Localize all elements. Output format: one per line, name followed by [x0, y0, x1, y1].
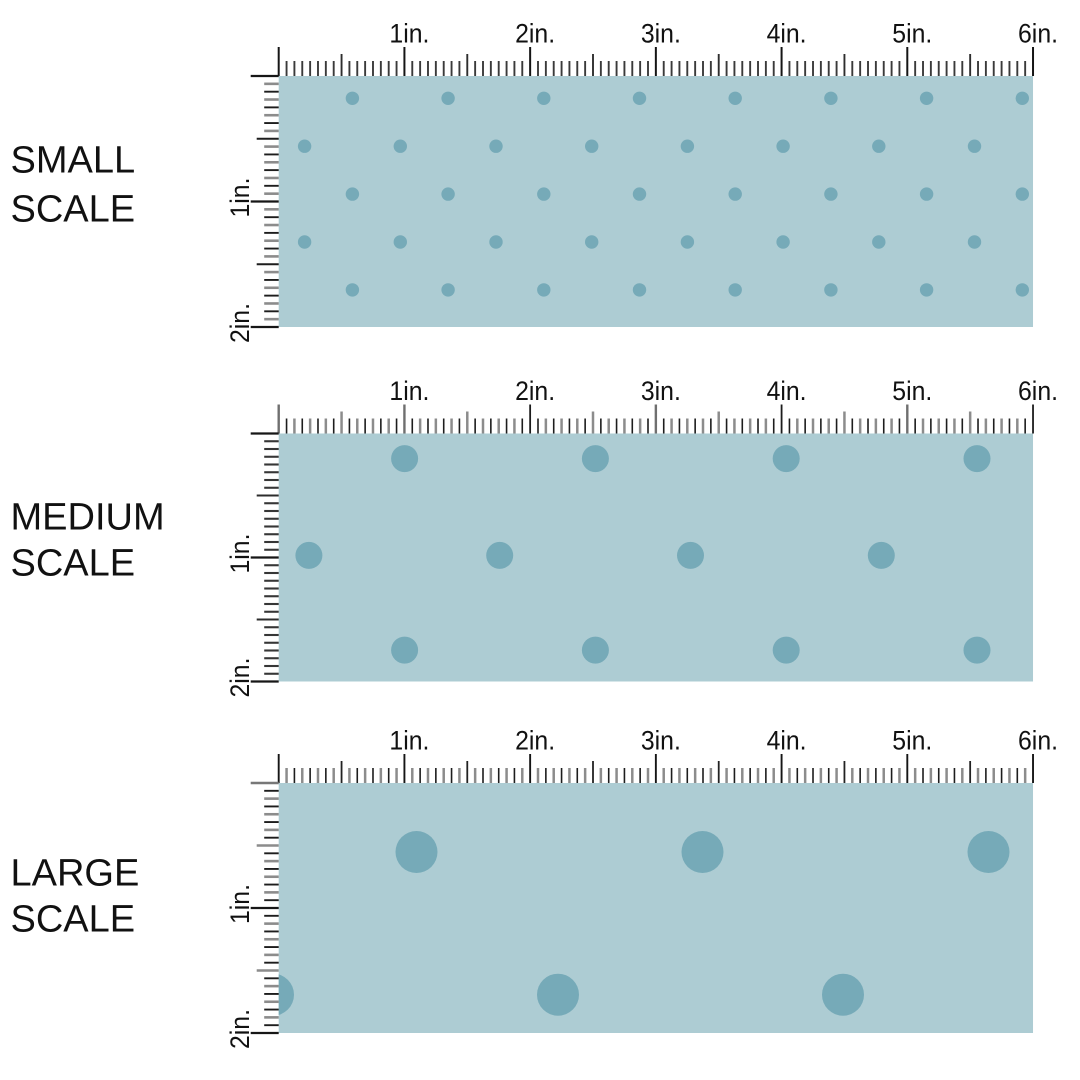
svg-text:1in.: 1in. [225, 178, 255, 218]
svg-text:6in.: 6in. [1018, 376, 1058, 406]
svg-text:3in.: 3in. [641, 726, 681, 756]
svg-text:3in.: 3in. [641, 19, 681, 49]
svg-text:1in.: 1in. [225, 884, 255, 924]
svg-text:2in.: 2in. [225, 658, 255, 698]
svg-text:SMALL: SMALL [11, 140, 136, 182]
svg-text:5in.: 5in. [892, 19, 932, 49]
svg-text:1in.: 1in. [389, 376, 429, 406]
svg-text:6in.: 6in. [1018, 19, 1058, 49]
svg-text:4in.: 4in. [767, 376, 807, 406]
svg-text:LARGE: LARGE [11, 853, 140, 895]
svg-text:1in.: 1in. [389, 19, 429, 49]
svg-text:MEDIUM: MEDIUM [11, 497, 165, 539]
svg-text:2in.: 2in. [515, 19, 555, 49]
svg-text:2in.: 2in. [225, 303, 255, 343]
svg-text:6in.: 6in. [1018, 726, 1058, 756]
svg-text:1in.: 1in. [225, 534, 255, 574]
svg-text:5in.: 5in. [892, 726, 932, 756]
svg-text:5in.: 5in. [892, 376, 932, 406]
svg-text:1in.: 1in. [389, 726, 429, 756]
svg-text:2in.: 2in. [515, 376, 555, 406]
svg-text:4in.: 4in. [767, 726, 807, 756]
svg-text:3in.: 3in. [641, 376, 681, 406]
svg-text:2in.: 2in. [225, 1009, 255, 1049]
svg-text:SCALE: SCALE [11, 189, 136, 231]
svg-text:SCALE: SCALE [11, 543, 136, 585]
svg-text:SCALE: SCALE [11, 899, 136, 941]
svg-text:4in.: 4in. [767, 19, 807, 49]
svg-text:2in.: 2in. [515, 726, 555, 756]
